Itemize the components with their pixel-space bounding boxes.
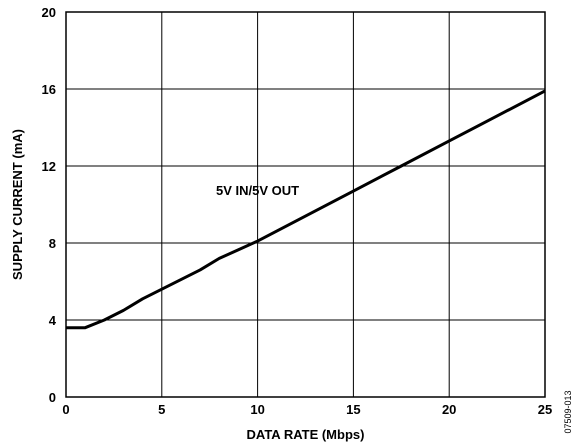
x-tick-labels: 0 5 10 15 20 25: [62, 402, 552, 417]
y-axis-label: SUPPLY CURRENT (mA): [10, 129, 25, 280]
plot-frame: [65, 11, 546, 398]
y-tick-label: 4: [49, 313, 57, 328]
y-tick-labels: 0 4 8 12 16 20: [42, 5, 57, 405]
y-tick-label: 20: [42, 5, 56, 20]
grid: [66, 12, 545, 397]
y-tick-label: 0: [49, 390, 56, 405]
figure-id: 07509-013: [563, 390, 573, 433]
y-tick-label: 16: [42, 82, 56, 97]
x-tick-label: 20: [442, 402, 456, 417]
x-tick-label: 0: [62, 402, 69, 417]
series-line-5v-in-5v-out: [66, 89, 546, 330]
x-tick-label: 15: [346, 402, 360, 417]
series-annotation: 5V IN/5V OUT: [216, 183, 299, 198]
x-tick-label: 10: [250, 402, 264, 417]
x-tick-label: 5: [158, 402, 165, 417]
x-axis-label: DATA RATE (Mbps): [247, 427, 365, 442]
y-tick-label: 8: [49, 236, 56, 251]
x-tick-label: 25: [538, 402, 552, 417]
y-tick-label: 12: [42, 159, 56, 174]
